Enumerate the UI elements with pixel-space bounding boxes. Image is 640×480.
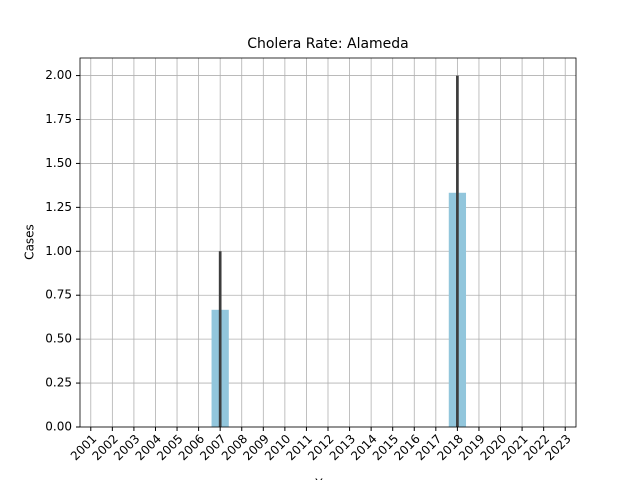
y-tick-label: 0.75: [45, 288, 72, 302]
y-tick-label: 0.00: [45, 420, 72, 434]
x-axis-label: Year: [314, 477, 340, 480]
y-tick-label: 2.00: [45, 68, 72, 82]
chart-title: Cholera Rate: Alameda: [247, 36, 409, 52]
y-tick-label: 1.50: [45, 156, 72, 170]
y-axis-label: Cases: [23, 224, 37, 260]
y-tick-label: 1.00: [45, 244, 72, 258]
y-tick-label: 0.25: [45, 376, 72, 390]
y-tick-label: 1.25: [45, 200, 72, 214]
y-tick-label: 0.50: [45, 332, 72, 346]
plot-frame: [79, 57, 577, 428]
y-tick-label: 1.75: [45, 112, 72, 126]
